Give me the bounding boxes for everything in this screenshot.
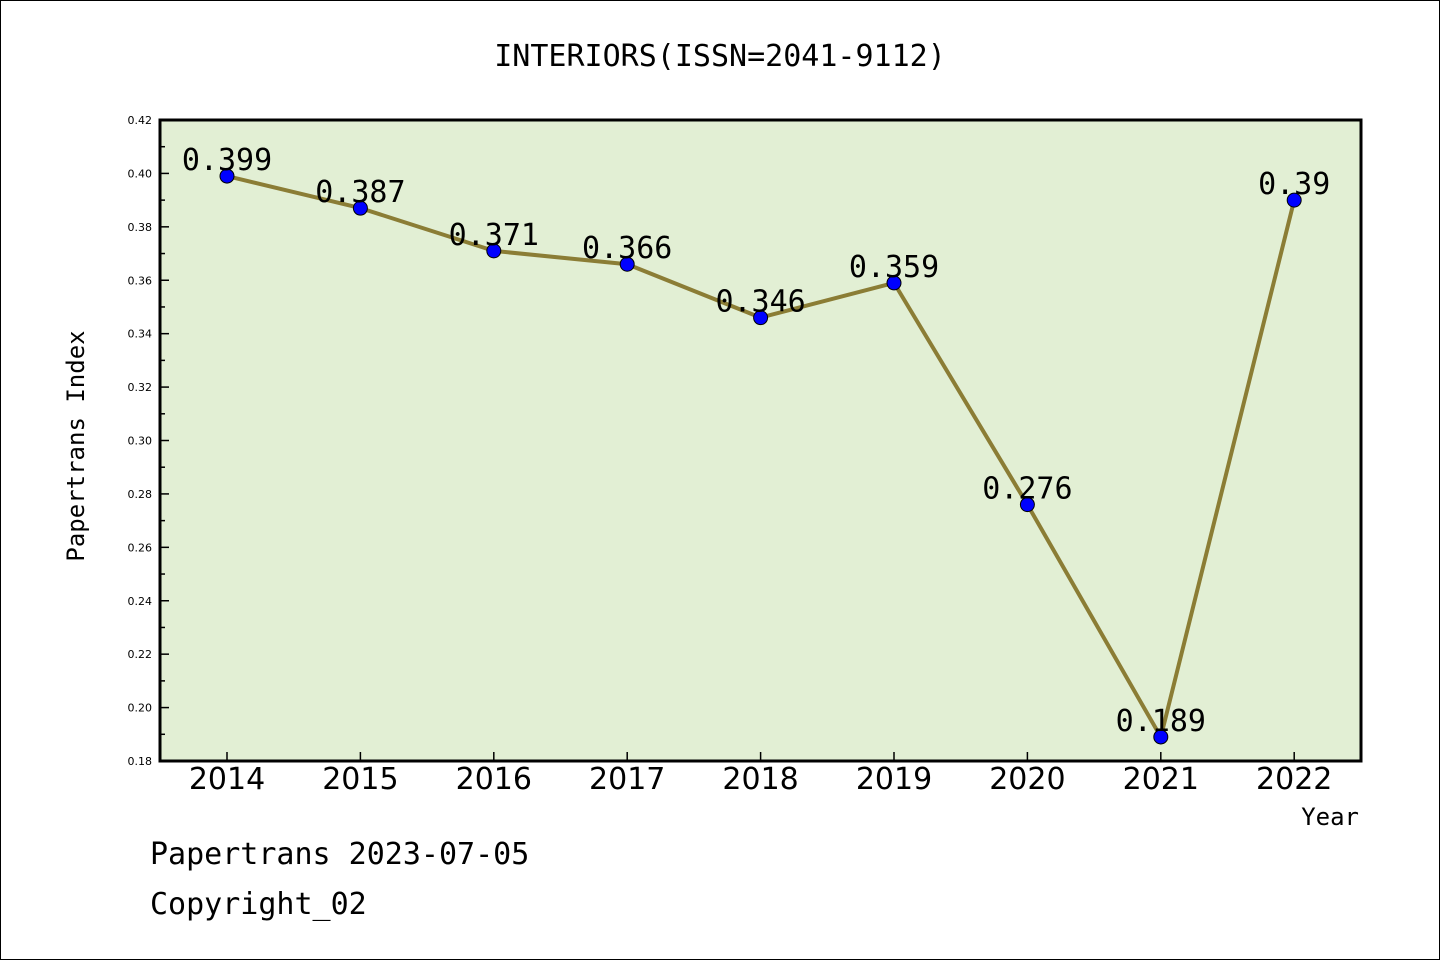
y-tick-label: 0.22 xyxy=(128,648,153,661)
y-tick-label: 0.30 xyxy=(128,435,153,448)
data-point xyxy=(1019,497,1035,513)
data-label: 0.39 xyxy=(1258,167,1330,202)
plot-area xyxy=(158,118,1363,763)
y-tick-label: 0.38 xyxy=(128,221,153,234)
data-label: 0.189 xyxy=(1116,704,1206,739)
data-point xyxy=(1153,729,1169,745)
y-axis-label: Papertrans Index xyxy=(62,330,90,561)
data-label: 0.276 xyxy=(982,472,1072,507)
data-label: 0.346 xyxy=(715,285,805,320)
data-point xyxy=(886,275,902,291)
data-point xyxy=(486,243,502,259)
x-axis: 2014 2015 2016 2017 2018 2019 2020 2021 2022 xyxy=(189,752,1332,797)
y-tick-label: 0.32 xyxy=(128,381,153,394)
data-point xyxy=(219,168,235,184)
y-tick-label: 0.36 xyxy=(128,274,153,287)
y-axis: 0.18 0.20 0.22 0.24 0.26 0.28 0.30 0.32 0.34 0.36… xyxy=(128,114,169,768)
x-axis-label: Year xyxy=(1301,803,1359,831)
data-label: 0.366 xyxy=(582,231,672,266)
x-tick-label: 2019 xyxy=(856,762,932,797)
x-tick-label: 2017 xyxy=(589,762,665,797)
y-tick-label: 0.28 xyxy=(128,488,153,501)
data-label: 0.359 xyxy=(849,250,939,285)
footer-date: Papertrans 2023-07-05 xyxy=(150,837,529,872)
footer-copyright: Copyright_02 xyxy=(150,887,367,922)
data-point xyxy=(1286,192,1302,208)
data-point xyxy=(619,256,635,272)
x-tick-label: 2016 xyxy=(456,762,532,797)
x-tick-label: 2014 xyxy=(189,762,265,797)
chart-title: INTERIORS(ISSN=2041-9112) xyxy=(494,39,946,74)
x-tick-label: 2020 xyxy=(989,762,1065,797)
data-label: 0.371 xyxy=(449,218,539,253)
data-label: 0.387 xyxy=(315,175,405,210)
series-markers xyxy=(219,168,1302,745)
y-tick-label: 0.40 xyxy=(128,167,153,180)
x-tick-label: 2022 xyxy=(1256,762,1332,797)
x-tick-label: 2018 xyxy=(722,762,798,797)
data-point xyxy=(352,200,368,216)
data-point xyxy=(753,310,769,326)
data-labels: 0.399 0.387 0.371 0.366 0.346 0.359 0.276 0.189… xyxy=(182,143,1330,739)
y-tick-label: 0.18 xyxy=(128,755,153,768)
y-tick-label: 0.34 xyxy=(128,328,153,341)
x-tick-label: 2015 xyxy=(322,762,398,797)
y-tick-label: 0.42 xyxy=(128,114,153,127)
y-tick-label: 0.20 xyxy=(128,702,153,715)
x-tick-label: 2021 xyxy=(1123,762,1199,797)
y-tick-label: 0.26 xyxy=(128,541,153,554)
data-label: 0.399 xyxy=(182,143,272,178)
y-tick-label: 0.24 xyxy=(128,595,153,608)
